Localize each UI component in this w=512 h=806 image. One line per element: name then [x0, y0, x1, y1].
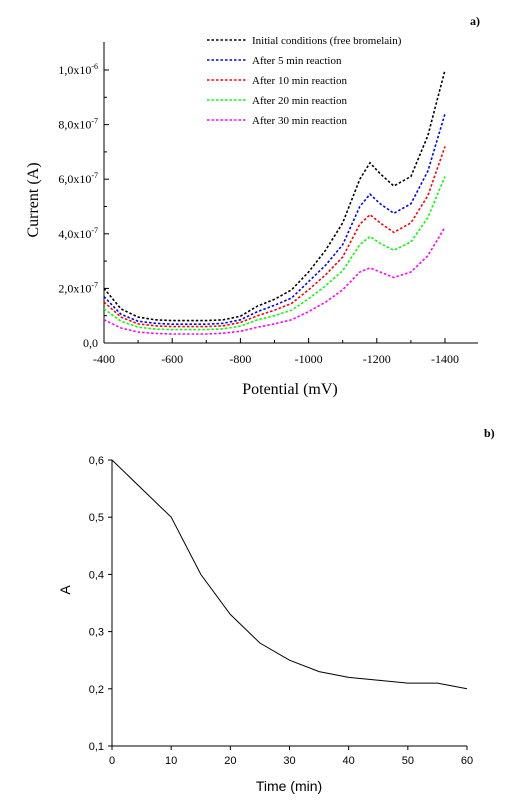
- chart-b-y-tick-label: 0,6: [89, 455, 104, 467]
- chart-a-series-line-5: [103, 226, 446, 335]
- chart-a-series-line-1: [103, 69, 446, 322]
- chart-b-y-tick-label: 0,5: [89, 512, 104, 524]
- chart-b-y-tick-label: 0,4: [89, 569, 104, 581]
- chart-b-x-ticks: 0 10 20 30 40 50 60: [109, 746, 473, 767]
- chart-a-x-ticks: -400 -600 -800 -1000 -1200 -1400: [93, 338, 459, 366]
- panel-label-b: b): [484, 426, 495, 440]
- chart-a-y-tick-label: 0,0: [83, 336, 98, 350]
- chart-a-legend-label: Initial conditions (free bromelain): [252, 35, 402, 47]
- chart-b-x-tick-label: 30: [283, 755, 295, 767]
- chart-a-y-tick-label: 1,0x10-6: [58, 62, 98, 77]
- chart-b-y-tick-label: 0,3: [89, 627, 104, 639]
- chart-a-plot-area: [103, 42, 478, 344]
- chart-a-legend-label: After 5 min reaction: [252, 55, 342, 67]
- chart-a-x-tick-label: -1200: [363, 352, 391, 366]
- chart-a-legend-label: After 20 min reaction: [252, 95, 347, 107]
- chart-b-y-ticks: 0,1 0,2 0,3 0,4 0,5 0,6: [89, 455, 112, 753]
- chart-a-y-tick-label: 4,0x10-7: [58, 226, 98, 241]
- chart-a-y-tick-label: 2,0x10-7: [58, 280, 98, 295]
- chart-a-x-tick-label: -800: [229, 352, 251, 366]
- chart-b-x-label: Time (min): [256, 778, 322, 794]
- chart-a-x-tick-label: -600: [161, 352, 183, 366]
- chart-a-x-tick-label: -1400: [431, 352, 459, 366]
- chart-b-x-tick-label: 20: [224, 755, 236, 767]
- chart-a-series: [103, 69, 446, 335]
- chart-b-y-tick-label: 0,2: [89, 684, 104, 696]
- chart-a-y-tick-label: 6,0x10-7: [58, 171, 98, 186]
- chart-a-x-tick-label: -400: [93, 352, 115, 366]
- chart-a-legend-label: After 10 min reaction: [252, 75, 347, 87]
- chart-b-x-tick-label: 60: [461, 755, 473, 767]
- chart-b-series: [111, 459, 468, 690]
- chart-a-legend: Initial conditions (free bromelain) After…: [207, 35, 402, 127]
- chart-a-y-ticks: 0,0 2,0x10-7 4,0x10-7 6,0x10-7 8,0x10-7 1,0x1…: [58, 62, 109, 350]
- chart-a-x-tick-label: -1000: [295, 352, 323, 366]
- chart-a-series-line-2: [103, 113, 446, 325]
- chart-b-y-label: A: [57, 585, 73, 595]
- panel-label-a: a): [470, 14, 480, 28]
- chart-b-plot-area: [111, 460, 467, 747]
- chart-a-series-line-4: [103, 176, 446, 331]
- chart-a-x-label: Potential (mV): [242, 381, 338, 398]
- chart-a-legend-label: After 30 min reaction: [252, 115, 347, 127]
- chart-a: a) 0,0 2,0x10-7 4,0x10-7 6,0x10-7 8,0x10-7 1,…: [25, 14, 480, 398]
- chart-a-series-line-3: [103, 146, 446, 328]
- chart-b-x-tick-label: 50: [402, 755, 414, 767]
- chart-a-y-tick-label: 8,0x10-7: [58, 117, 98, 132]
- chart-b: b) 0,1 0,2 0,3 0,4 0,5 0,6 0 10 20 30 40 50 60 Time…: [57, 426, 495, 794]
- chart-b-x-tick-label: 40: [343, 755, 355, 767]
- chart-a-y-label: Current (A): [25, 162, 42, 237]
- chart-b-x-tick-label: 10: [165, 755, 177, 767]
- chart-b-series-line: [111, 459, 468, 690]
- chart-b-y-tick-label: 0,1: [89, 741, 104, 753]
- chart-b-x-tick-label: 0: [109, 755, 115, 767]
